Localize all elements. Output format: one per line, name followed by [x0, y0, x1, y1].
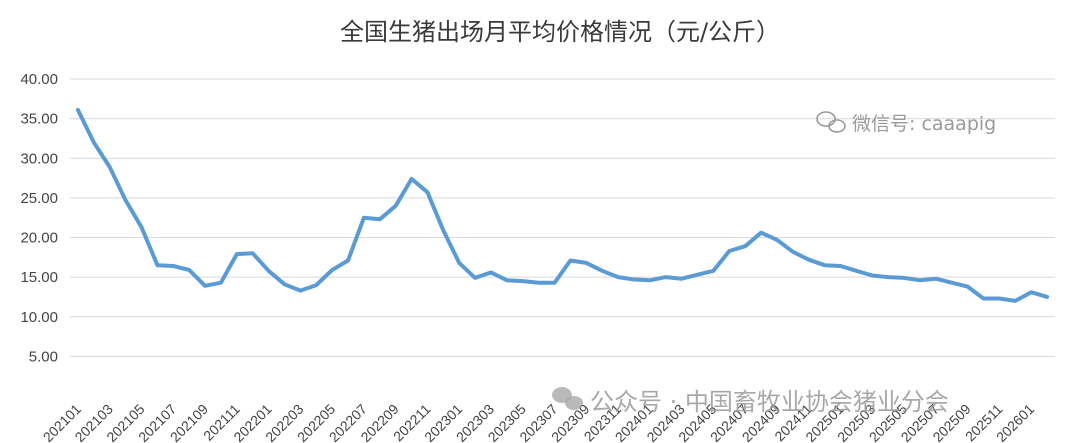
watermark-top: 微信号: caaapig — [816, 111, 996, 135]
watermark-bottom-text: 公众号 · 中国畜牧业协会猪业分会 — [590, 388, 949, 416]
y-tick-label: 5.00 — [29, 348, 58, 365]
watermark-bottom: 公众号 · 中国畜牧业协会猪业分会 — [552, 387, 949, 416]
y-tick-label: 30.00 — [20, 150, 58, 167]
series-layer — [75, 107, 1050, 303]
y-tick-label: 40.00 — [20, 71, 58, 88]
wechat-icon — [816, 111, 846, 133]
series-line — [75, 107, 1050, 303]
y-axis-ticks: 5.00 10.00 15.00 20.00 25.00 30.00 35.00 40.00 — [20, 71, 58, 365]
gridlines — [70, 78, 1055, 357]
watermark-top-text: 微信号: caaapig — [852, 113, 996, 135]
y-tick-label: 10.00 — [20, 309, 58, 326]
y-tick-label: 15.00 — [20, 269, 58, 286]
wechat-icon — [552, 387, 583, 410]
y-tick-label: 25.00 — [20, 190, 58, 207]
y-tick-label: 35.00 — [20, 111, 58, 128]
chart-title: 全国生猪出场月平均价格情况（元/公斤） — [340, 18, 780, 46]
y-tick-label: 20.00 — [20, 230, 58, 247]
